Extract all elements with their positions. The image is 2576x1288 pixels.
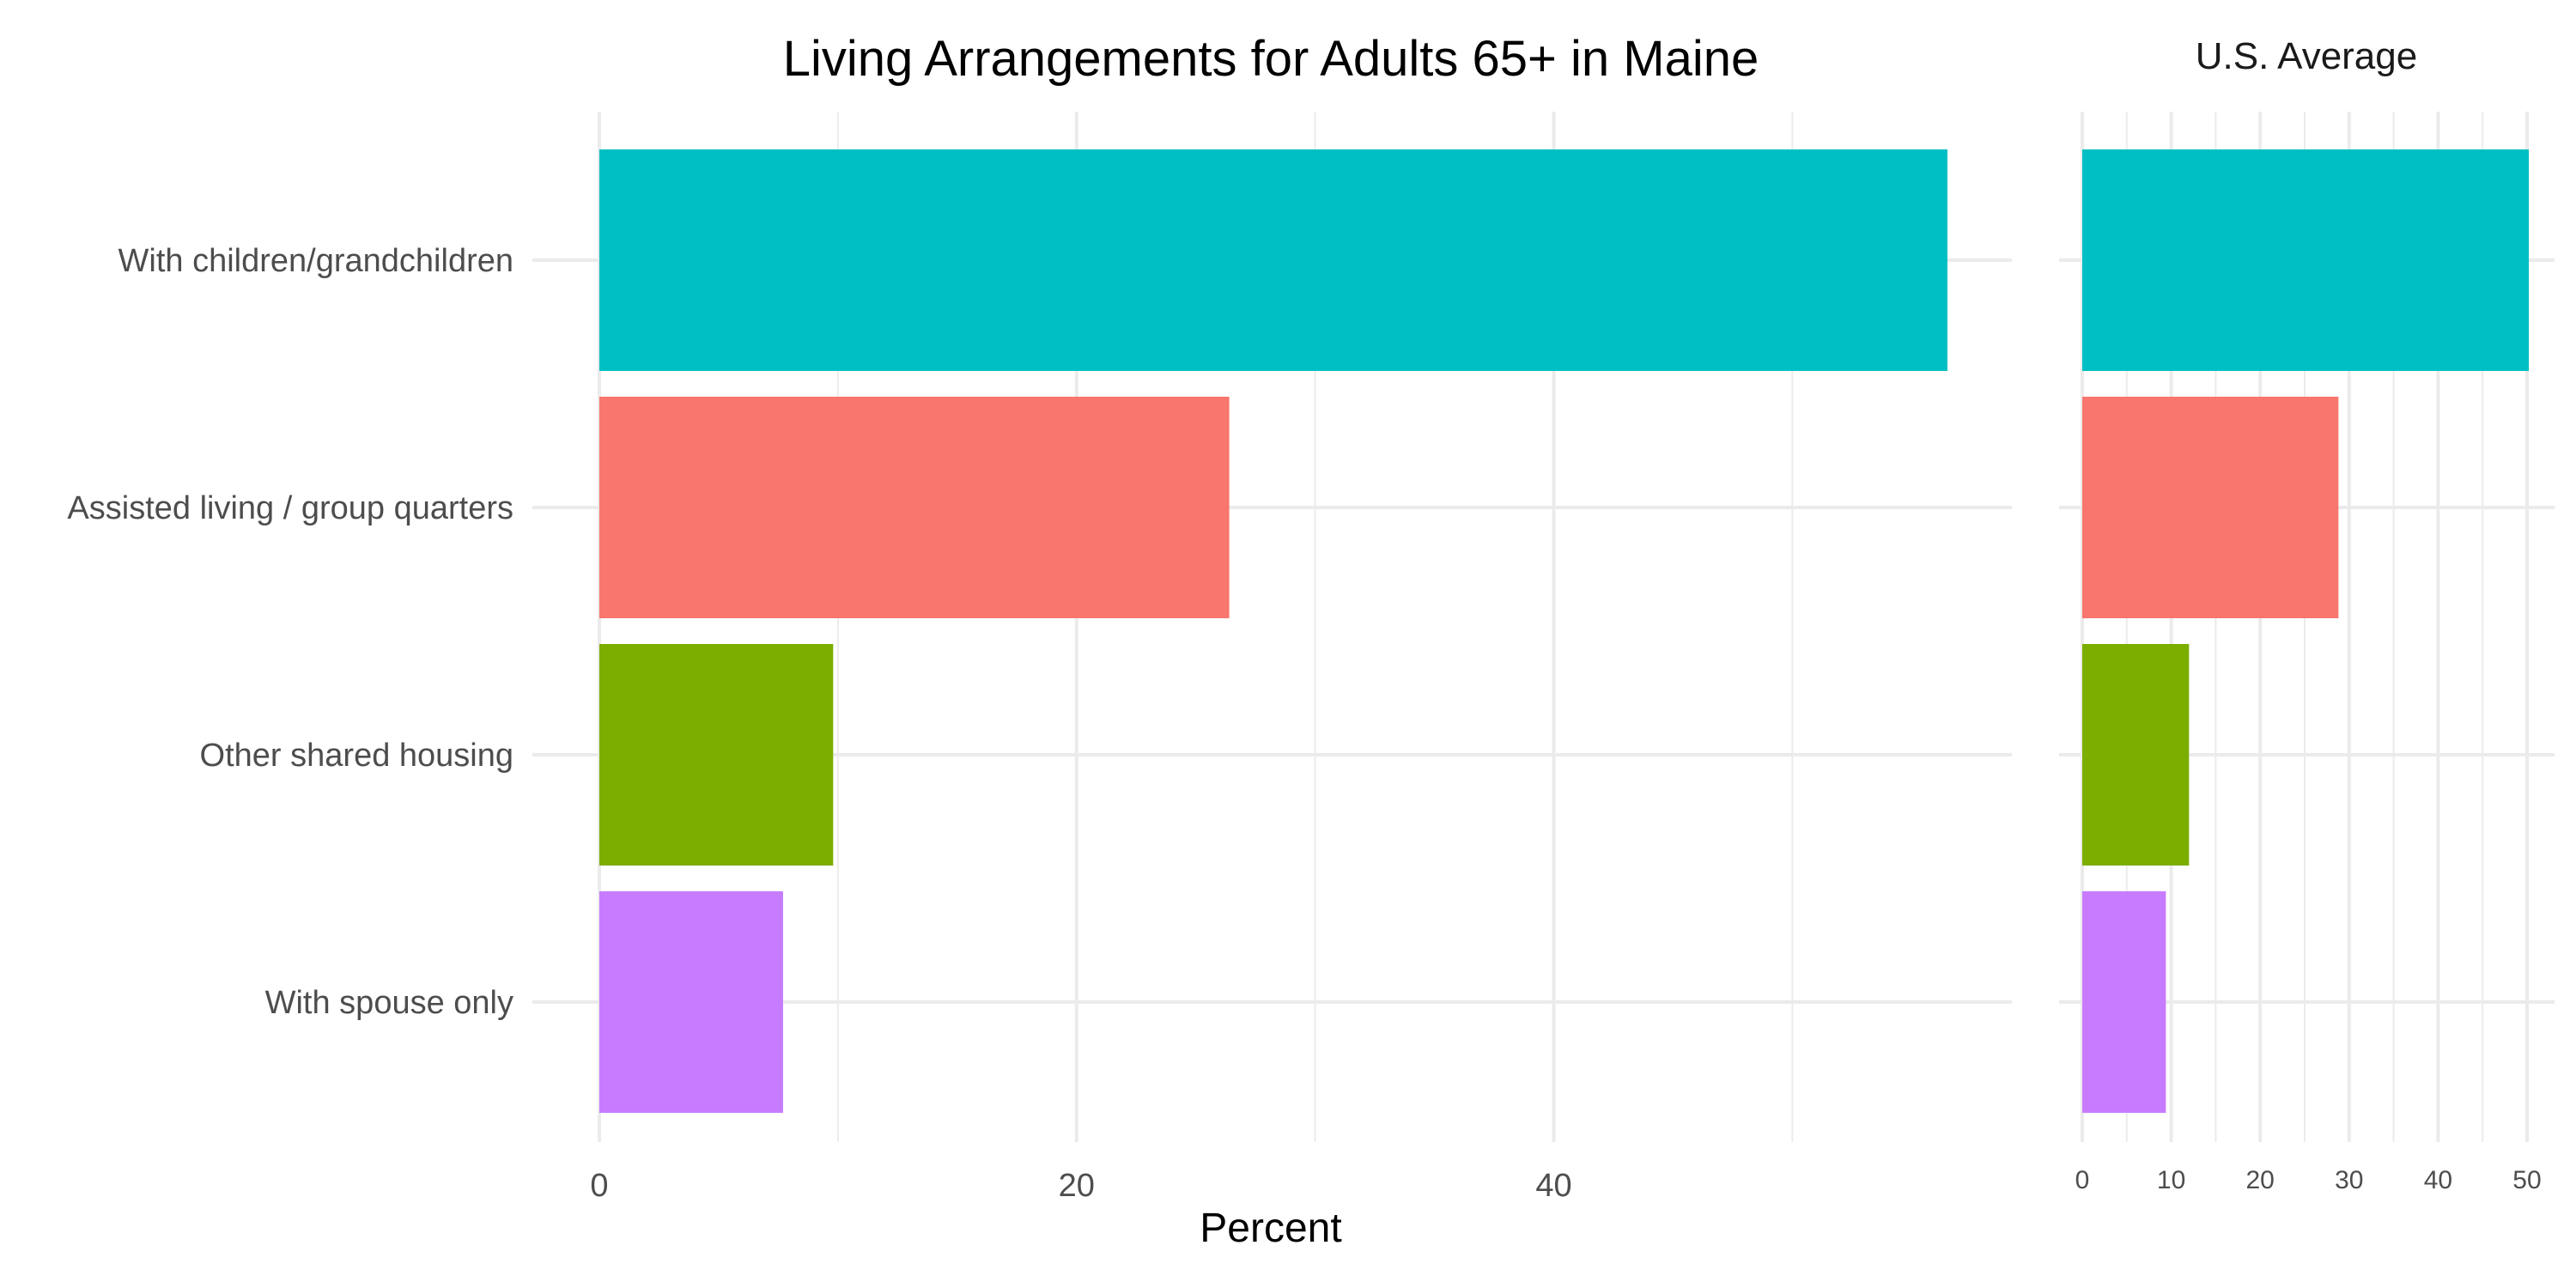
inset-x-tick-label: 50	[2512, 1166, 2541, 1194]
inset-title: U.S. Average	[2196, 35, 2417, 77]
inset-x-tick-label: 0	[2075, 1166, 2090, 1194]
main-x-tick-label: 40	[1535, 1168, 1571, 1204]
us-average-panel: 0 10 20 30 40 50 U.S. Average	[2059, 35, 2555, 1194]
inset-x-tick-labels: 0 10 20 30 40 50	[2075, 1166, 2542, 1194]
inset-x-tick-label: 10	[2157, 1166, 2185, 1194]
main-bar-assisted-living-group-quarters	[599, 397, 1230, 618]
main-category-labels: With children/grandchildren Assisted livi…	[67, 243, 513, 1021]
category-label-other-shared-housing: Other shared housing	[200, 738, 513, 774]
main-x-tick-label: 20	[1059, 1168, 1095, 1204]
category-label-with-children-grandchildren: With children/grandchildren	[118, 243, 513, 279]
category-label-with-spouse-only: With spouse only	[265, 985, 513, 1021]
main-chart-panel: With children/grandchildren Assisted livi…	[67, 31, 2012, 1251]
inset-x-tick-label: 40	[2424, 1166, 2452, 1194]
inset-bar-assisted-living-group-quarters	[2082, 397, 2339, 618]
chart-title: Living Arrangements for Adults 65+ in Ma…	[783, 31, 1759, 87]
x-axis-title: Percent	[1200, 1206, 1341, 1251]
main-bars	[599, 149, 1947, 1113]
inset-bar-with-spouse-only	[2082, 891, 2166, 1113]
category-label-assisted-living-group-quarters: Assisted living / group quarters	[67, 490, 513, 526]
inset-x-tick-label: 20	[2246, 1166, 2275, 1194]
main-x-tick-labels: 0 20 40	[590, 1168, 1571, 1204]
main-x-tick-label: 0	[590, 1168, 608, 1204]
main-bar-with-children-grandchildren	[599, 149, 1947, 371]
inset-bar-with-children-grandchildren	[2082, 149, 2530, 371]
main-bar-with-spouse-only	[599, 891, 783, 1113]
inset-x-tick-label: 30	[2335, 1166, 2363, 1194]
inset-bar-other-shared-housing	[2082, 644, 2190, 866]
main-bar-other-shared-housing	[599, 644, 834, 866]
inset-bars	[2082, 149, 2530, 1113]
